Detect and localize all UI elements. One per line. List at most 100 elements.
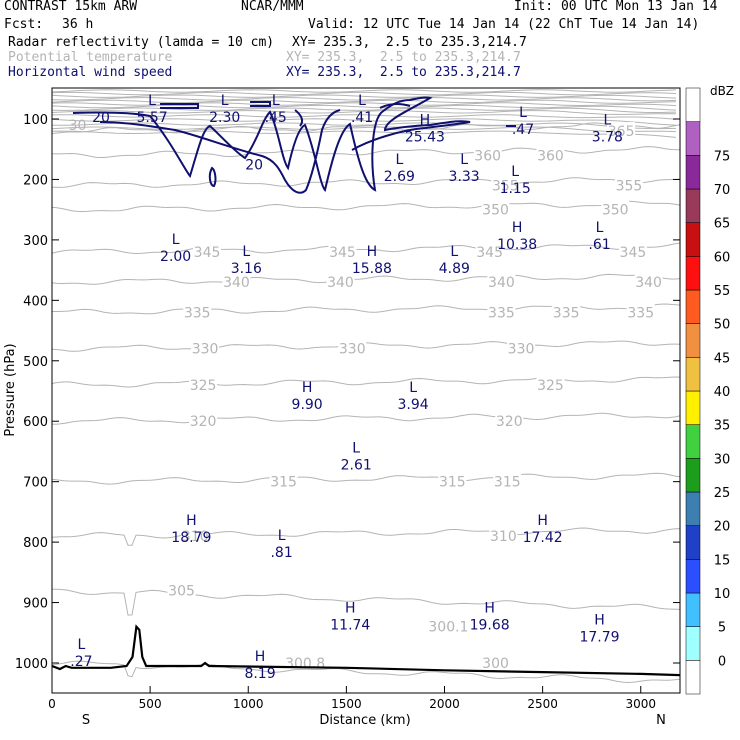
theta-label-background: [552, 303, 581, 320]
colorbar-level-label: 60: [714, 250, 731, 265]
colorbar-level-label: 30: [714, 452, 731, 467]
theta-contour-label: 305: [168, 583, 195, 599]
theta-contour-label: 315: [439, 475, 466, 491]
wind-extremum-type: L: [450, 244, 458, 260]
x-axis-label: Distance (km): [319, 713, 410, 728]
theta-contour-label: 335: [488, 305, 515, 321]
theta-label-background: [487, 303, 516, 320]
wind-extremum: L3.78: [592, 112, 623, 145]
wind-extremum-value: .27: [70, 654, 92, 670]
wind-extremum-value: 3.16: [231, 261, 262, 277]
theta-label-background: [193, 242, 222, 259]
theta-contour-line: [51, 376, 681, 388]
y-tick-label: 700: [23, 476, 48, 491]
theta-isolated-label: 30: [69, 118, 87, 134]
wind-extremum: H17.79: [579, 613, 619, 646]
theta-label-background: [326, 273, 355, 290]
wind-extremum-type: H: [345, 601, 356, 617]
theta-label-background: [473, 146, 502, 163]
terrain-surface: [51, 624, 681, 677]
wind-extremum-type: L: [603, 112, 611, 128]
theta-label-background: [634, 273, 663, 290]
fcst-value: 36 h: [62, 17, 94, 32]
wind-extremum: L.27: [70, 637, 92, 670]
wind-extremum-value: 19.68: [470, 618, 510, 634]
theta-contour-label: 345: [476, 245, 503, 261]
theta-contour-line: [51, 122, 681, 134]
theta-contour-label: 310: [182, 529, 209, 545]
theta-label-background: [495, 412, 524, 429]
theta-contour-label: 345: [620, 245, 647, 261]
colorbar-swatch: [685, 390, 701, 425]
theta-contour-line: [52, 588, 681, 616]
wind-extremum-value: 18.79: [171, 530, 211, 546]
wind-extremum-type: L: [78, 637, 86, 653]
theta-contour-line: [51, 200, 681, 212]
theta-contour-line: [51, 177, 681, 188]
theta-label-background: [536, 146, 565, 163]
wind-extremum: H11.74: [330, 601, 370, 634]
wind-extremum-type: H: [594, 613, 605, 629]
wind-extremum-value: 1.15: [500, 181, 531, 197]
wind-20-contour-line: [99, 109, 341, 194]
colorbar-swatch: [685, 424, 701, 459]
y-tick-label: 500: [23, 355, 48, 370]
direction-south: S: [82, 713, 90, 728]
theta-label-background: [222, 273, 251, 290]
theta-label-background: [487, 273, 516, 290]
y-tick-label: 200: [23, 173, 48, 188]
colorbar-level-label: 10: [714, 587, 731, 602]
theta-contour-line: [51, 527, 680, 546]
theta-contour-label: 320: [190, 414, 217, 430]
wind-contour-label: 20: [92, 110, 110, 126]
theta-contour-line: [51, 99, 677, 104]
colorbar-swatch: [685, 660, 701, 695]
theta-contour-line: [51, 472, 681, 485]
colorbar-swatch: [685, 491, 701, 526]
wind-extremum-type: L: [242, 244, 250, 260]
colorbar-unit: dBZ: [710, 84, 734, 98]
direction-north: N: [656, 713, 666, 728]
theta-contour-label: 315: [270, 475, 297, 491]
theta-contour-label: 350: [602, 203, 629, 219]
y-tick-label: 300: [23, 234, 48, 249]
colorbar-level-label: 65: [714, 217, 731, 232]
theta-contour-label: 335: [627, 305, 654, 321]
theta-contour-line: [51, 104, 677, 111]
wind-extremum-value: 10.38: [497, 237, 537, 253]
field-name-reflectivity: Radar reflectivity (lamda = 10 cm): [8, 35, 275, 50]
theta-contour-label: 325: [537, 378, 564, 394]
wind-extremum: H17.42: [523, 513, 563, 546]
y-tick-label: 600: [23, 415, 48, 430]
colorbar-swatch: [685, 121, 701, 156]
wind-extremum: L.61: [588, 220, 610, 253]
theta-contour-line: [51, 107, 677, 113]
wind-extremum: H15.88: [352, 244, 392, 277]
theta-contour-label: 340: [327, 275, 354, 291]
wind-extremum-value: 3.33: [449, 169, 480, 185]
wind-extremum-type: H: [512, 220, 523, 236]
colorbar-swatch: [685, 357, 701, 392]
wind-extremum: H9.90: [292, 380, 323, 413]
colorbar-swatch: [685, 323, 701, 358]
theta-label-background: [328, 242, 357, 259]
x-tick-label: 1000: [233, 697, 264, 711]
wind-20-contour-line: [208, 166, 217, 188]
wind-extremum-value: 9.90: [292, 397, 323, 413]
wind-20-contour-line: [72, 96, 471, 192]
wind-extremum-value: 2.30: [209, 110, 240, 126]
theta-label-background: [438, 472, 467, 489]
colorbar-swatch: [685, 525, 701, 560]
fcst-label: Fcst:: [4, 17, 44, 32]
wind-extremum-type: L: [358, 93, 366, 109]
wind-extremum-value: .61: [588, 237, 610, 253]
colorbar-swatch: [685, 289, 701, 324]
wind-extremum-value: 4.89: [439, 261, 470, 277]
theta-contour-line: [51, 146, 681, 158]
wind-extremum-value: 2.69: [384, 169, 415, 185]
theta-contour-label: 365: [608, 124, 635, 140]
theta-contour-label: 340: [223, 275, 250, 291]
plot-background: [52, 88, 680, 693]
model-title: CONTRAST 15km ARW: [4, 0, 138, 14]
